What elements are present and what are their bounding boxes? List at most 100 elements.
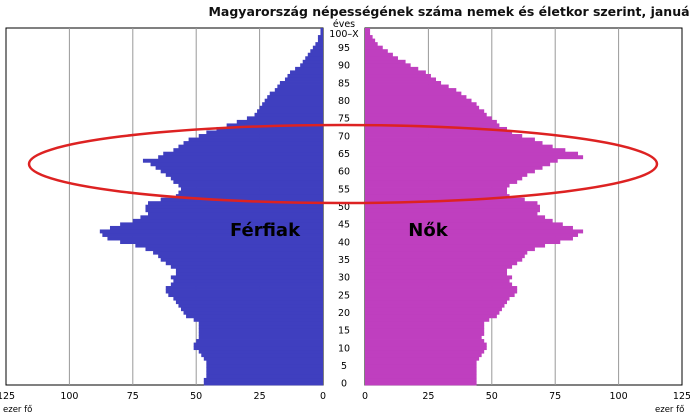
- female-bar: [365, 190, 508, 195]
- male-bar: [203, 381, 323, 386]
- female-bar: [365, 317, 490, 322]
- female-bar: [365, 194, 510, 199]
- female-bar: [365, 77, 437, 82]
- male-bar: [165, 289, 323, 294]
- female-bar: [365, 222, 563, 227]
- female-bar: [365, 52, 393, 57]
- male-bar: [257, 109, 323, 114]
- y-tick-label: 95: [338, 43, 350, 54]
- female-bar: [365, 310, 500, 315]
- female-bar: [365, 307, 502, 312]
- male-bar: [302, 59, 323, 64]
- male-bar: [140, 215, 323, 220]
- male-bar: [145, 208, 323, 213]
- female-bar: [365, 229, 584, 234]
- male-bar: [132, 218, 323, 223]
- x-unit-label-left: ezer fő: [3, 405, 32, 415]
- x-tick-label: 100: [610, 391, 628, 402]
- female-bars: [365, 28, 584, 386]
- male-bar: [262, 102, 323, 107]
- male-bar: [102, 233, 323, 237]
- female-bar: [365, 98, 472, 103]
- female-bar: [365, 63, 411, 68]
- female-bar: [365, 130, 513, 135]
- female-bar: [365, 335, 482, 340]
- male-bar: [206, 360, 323, 365]
- x-unit-label-right: ezer fő: [655, 405, 684, 415]
- male-bar: [160, 197, 323, 202]
- male-bar: [284, 77, 323, 82]
- male-bar: [317, 38, 323, 43]
- female-bar: [365, 73, 431, 78]
- male-bar: [267, 95, 323, 100]
- female-bar: [365, 28, 371, 32]
- male-bar: [315, 42, 323, 47]
- female-bar: [365, 360, 477, 365]
- male-bar: [158, 254, 323, 259]
- x-tick-label: 50: [190, 391, 202, 402]
- male-bar: [99, 229, 323, 234]
- female-bar: [365, 119, 497, 124]
- female-bar: [365, 377, 477, 382]
- male-bar: [295, 66, 323, 71]
- male-bar: [178, 190, 323, 195]
- male-bar: [246, 116, 323, 121]
- female-bar: [365, 172, 528, 177]
- male-bar: [274, 88, 323, 93]
- male-bar: [198, 349, 323, 354]
- series-label-male: Férfiak: [230, 220, 301, 241]
- male-bar: [206, 370, 323, 375]
- female-bar: [365, 339, 485, 343]
- female-bar: [365, 208, 540, 213]
- female-bar: [365, 31, 371, 36]
- male-bar: [206, 367, 323, 372]
- male-bar: [193, 342, 323, 347]
- female-bar: [365, 144, 553, 149]
- female-bar: [365, 321, 485, 326]
- male-bar: [196, 339, 323, 343]
- male-bar: [198, 328, 323, 333]
- y-tick-label: 55: [338, 184, 350, 195]
- female-bar: [365, 112, 487, 117]
- male-bar: [206, 374, 323, 379]
- male-bar: [120, 222, 324, 227]
- male-bar: [173, 179, 323, 184]
- male-bar: [155, 165, 323, 170]
- male-bar: [279, 81, 323, 85]
- male-bar: [173, 296, 323, 301]
- male-bar: [150, 162, 323, 167]
- y-tick-label: 45: [338, 220, 350, 231]
- male-bar: [173, 278, 323, 283]
- female-bar: [365, 45, 383, 50]
- y-tick-label: 85: [338, 78, 350, 89]
- male-bar: [165, 286, 323, 290]
- female-bar: [365, 91, 462, 96]
- female-bar: [365, 289, 518, 294]
- female-bar: [365, 126, 508, 131]
- male-bar: [163, 151, 323, 156]
- male-bar: [109, 225, 323, 230]
- male-bar: [120, 240, 324, 245]
- male-bar: [320, 28, 323, 32]
- female-bar: [365, 137, 535, 142]
- female-bar: [365, 35, 373, 40]
- female-bar: [365, 204, 540, 209]
- female-bar: [365, 286, 518, 290]
- female-bar: [365, 381, 477, 386]
- female-bar: [365, 282, 513, 287]
- male-bar: [165, 172, 323, 177]
- male-bar: [165, 261, 323, 266]
- female-bar: [365, 165, 543, 170]
- y-tick-label: 75: [338, 114, 350, 125]
- y-tick-label: 50: [338, 202, 350, 213]
- x-tick-label: 100: [60, 391, 78, 402]
- female-bar: [365, 233, 579, 237]
- highlight-ellipse: [27, 123, 659, 205]
- female-bar: [365, 183, 510, 188]
- female-bar: [365, 95, 467, 100]
- male-bar: [307, 52, 323, 57]
- female-bar: [365, 314, 497, 319]
- male-bar: [186, 314, 323, 319]
- female-bar: [365, 38, 376, 43]
